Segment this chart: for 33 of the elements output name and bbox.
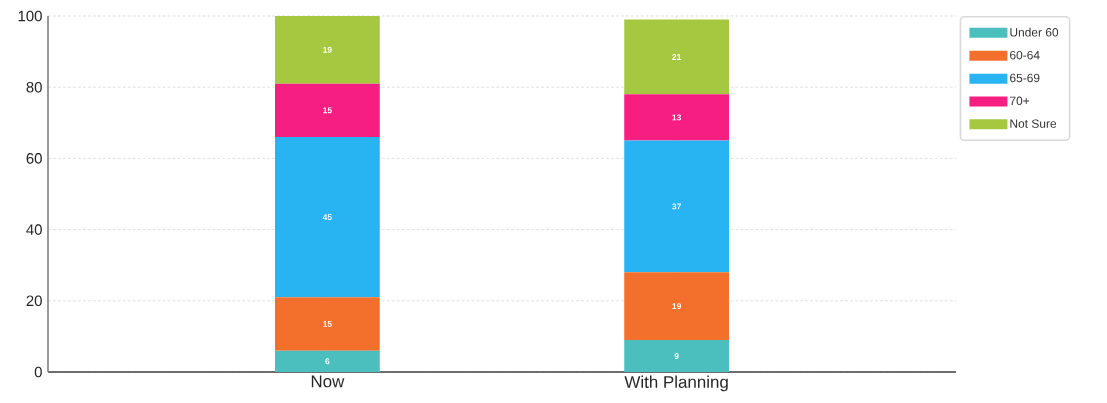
bar <box>275 83 380 138</box>
bar <box>275 297 380 351</box>
data-label: 15 <box>323 320 332 327</box>
y-tick-label: 0 <box>34 366 42 378</box>
bar <box>624 140 730 273</box>
data-label: 45 <box>322 214 332 221</box>
data-label: 19 <box>672 303 682 310</box>
y-tick-label: 100 <box>18 10 42 22</box>
data-label: 9 <box>674 352 679 359</box>
y-tick-label: 40 <box>26 224 42 235</box>
legend-label: 60-64 <box>1010 50 1040 60</box>
legend-label: 70+ <box>1010 96 1030 106</box>
data-label: 19 <box>323 46 332 53</box>
data-label: 13 <box>672 114 682 121</box>
y-tick-label: 20 <box>26 295 42 307</box>
x-tick-label: With Planning <box>624 375 728 392</box>
bar <box>275 16 380 84</box>
legend-label: Not Sure <box>1010 119 1057 128</box>
data-label: 15 <box>323 107 332 114</box>
y-tick-label: 80 <box>26 81 42 93</box>
bar <box>624 94 730 141</box>
y-tick-label: 60 <box>26 153 42 164</box>
bar <box>275 350 380 372</box>
bar <box>275 137 380 298</box>
data-label: 21 <box>672 53 682 60</box>
data-label: 6 <box>325 358 330 365</box>
x-tick-label: Now <box>311 375 345 388</box>
bar <box>624 19 730 95</box>
legend-label: 65-69 <box>1010 73 1040 83</box>
data-label: 37 <box>672 203 681 210</box>
bar <box>624 272 730 340</box>
legend-label: Under 60 <box>1010 27 1059 37</box>
bar <box>624 339 730 372</box>
